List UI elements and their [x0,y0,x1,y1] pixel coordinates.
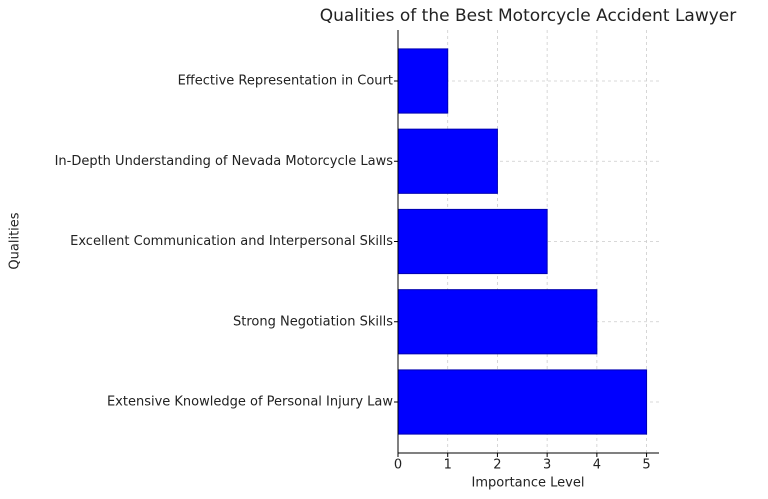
x-tick-label: 0 [394,458,402,473]
bar [397,369,648,435]
x-tick-label: 1 [444,458,452,473]
bar [397,48,449,114]
y-axis-label: Qualities [8,212,23,269]
x-tick-label: 2 [493,458,501,473]
y-tick-label: Strong Negotiation Skills [233,314,393,329]
chart-title: Qualities of the Best Motorcycle Acciden… [320,6,737,26]
bars [397,48,648,435]
bar [397,289,598,355]
x-tick-label: 3 [543,458,551,473]
y-tick-label: Extensive Knowledge of Personal Injury L… [107,395,393,410]
x-axis-label: Importance Level [472,476,585,491]
y-tick-label: Excellent Communication and Interpersona… [70,234,393,249]
y-tick-label: Effective Representation in Court [178,74,393,89]
x-tick-label: 4 [593,458,601,473]
bar [397,208,548,275]
y-tick-label: In-Depth Understanding of Nevada Motorcy… [55,154,394,169]
bar [397,128,498,194]
x-tick-label: 5 [642,458,650,473]
